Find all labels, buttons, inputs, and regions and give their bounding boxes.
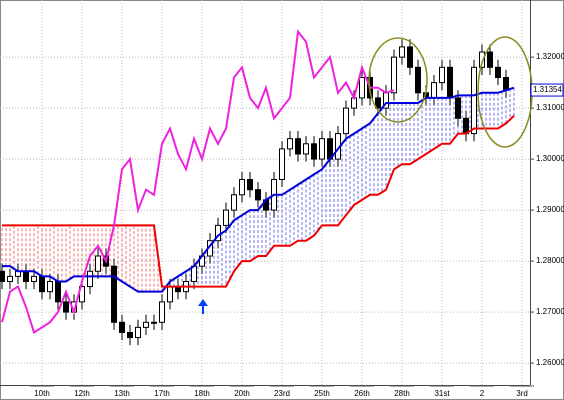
- x-tick-label: 17th: [154, 389, 170, 398]
- candle-body: [135, 326, 141, 339]
- x-tick-label: 2: [480, 389, 485, 398]
- candle-body: [479, 51, 485, 68]
- candle-body: [247, 178, 253, 191]
- candle-body: [295, 138, 301, 155]
- x-tick-label: 31st: [434, 389, 450, 398]
- candle-body: [407, 46, 413, 68]
- y-tick-label: 1.29000: [536, 205, 564, 214]
- candle-body: [167, 286, 173, 303]
- y-tick-label: 1.28000: [536, 256, 564, 265]
- candle-body: [151, 321, 157, 324]
- candle-body: [0, 270, 5, 282]
- candle-body: [119, 321, 125, 333]
- candle-body: [343, 107, 349, 135]
- candle-body: [87, 270, 93, 288]
- x-tick-label: 18th: [194, 389, 210, 398]
- y-tick-label: 1.27000: [536, 307, 564, 316]
- indicator-line: [2, 115, 515, 288]
- x-tick-label: 23rd: [274, 389, 290, 398]
- x-tick-label: 25th: [314, 389, 330, 398]
- x-tick-label: 10th: [34, 389, 50, 398]
- candle-body: [279, 148, 285, 180]
- candle-body: [391, 56, 397, 94]
- x-tick-label: 12th: [74, 389, 90, 398]
- x-tick-label: 3rd: [516, 389, 528, 398]
- x-tick-label: 20th: [234, 389, 250, 398]
- candle-body: [359, 77, 365, 99]
- candle-body: [447, 66, 453, 99]
- candle-body: [255, 189, 261, 201]
- candle-body: [143, 321, 149, 328]
- candle-body: [487, 51, 493, 68]
- x-tick-label: 13th: [114, 389, 130, 398]
- candle-body: [471, 66, 477, 135]
- candle-body: [287, 138, 293, 150]
- price-marker-label: 1.31354: [533, 85, 562, 94]
- indicator-line: [1, 29, 395, 335]
- x-tick-label: 28th: [394, 389, 410, 398]
- candle-body: [39, 275, 45, 293]
- candle-body: [455, 97, 461, 119]
- candle-body: [127, 331, 133, 339]
- candle-body: [63, 301, 69, 313]
- y-tick-label: 1.31000: [536, 103, 564, 112]
- candle-body: [55, 280, 61, 303]
- candle-body: [159, 301, 165, 323]
- candle-body: [303, 143, 309, 155]
- candle-body: [231, 194, 237, 211]
- highlight-ellipse: [368, 37, 428, 123]
- candle-body: [495, 66, 501, 79]
- candle-body: [319, 138, 325, 160]
- candle-body: [23, 270, 29, 282]
- candle-body: [503, 77, 509, 91]
- y-tick-label: 1.26000: [536, 358, 564, 367]
- candle-body: [223, 209, 229, 226]
- candle-body: [311, 143, 317, 160]
- y-tick-label: 1.32000: [536, 52, 564, 61]
- x-tick-label: 26th: [354, 389, 370, 398]
- candle-body: [431, 82, 437, 99]
- candle-body: [239, 178, 245, 196]
- candle-body: [111, 265, 117, 323]
- candle-body: [439, 66, 445, 84]
- plot: [0, 0, 530, 385]
- candle-body: [375, 97, 381, 109]
- candle-body: [31, 275, 37, 282]
- candle-body: [7, 275, 13, 282]
- indicator-line: [2, 86, 515, 293]
- signal-arrow: [198, 299, 208, 314]
- candle-body: [47, 280, 53, 293]
- y-tick-label: 1.30000: [536, 154, 564, 163]
- price-marker-box: [530, 83, 564, 97]
- candle-body: [95, 255, 101, 272]
- candle-body: [415, 66, 421, 94]
- candle-body: [399, 46, 405, 58]
